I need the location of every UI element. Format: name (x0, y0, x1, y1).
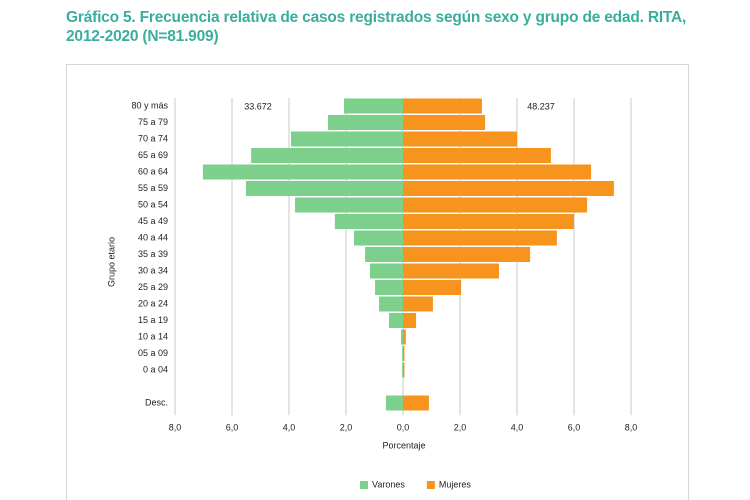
bar (403, 329, 406, 345)
bar (403, 362, 405, 378)
x-tick-label: 0,0 (397, 422, 410, 432)
bar (403, 98, 482, 114)
bar (403, 247, 531, 262)
y-tick-label: 55 a 59 (138, 183, 168, 193)
bar (402, 346, 403, 361)
bar (403, 395, 429, 411)
y-tick-label: 20 a 24 (138, 298, 168, 308)
bar (294, 197, 403, 213)
y-tick-label: 0 a 04 (143, 364, 168, 374)
annotation: 48.237 (527, 101, 555, 111)
y-tick-label: 60 a 64 (138, 166, 168, 176)
bar (245, 181, 403, 196)
bar (403, 263, 500, 279)
y-tick-label: 15 a 19 (138, 315, 168, 325)
x-tick-label: 2,0 (340, 422, 353, 432)
bar (334, 214, 403, 229)
bar (403, 346, 405, 361)
y-tick-label: 80 y más (131, 100, 168, 110)
bar (403, 313, 417, 328)
x-tick-label: 4,0 (511, 422, 524, 432)
legend-label: Mujeres (439, 479, 472, 489)
y-tick-label: 65 a 69 (138, 150, 168, 160)
x-tick-label: 4,0 (283, 422, 296, 432)
y-tick-label: 30 a 34 (138, 265, 168, 275)
bar (403, 115, 486, 130)
x-tick-label: 6,0 (568, 422, 581, 432)
bar (251, 148, 403, 163)
bar (402, 362, 403, 378)
y-tick-label: 50 a 54 (138, 199, 168, 209)
x-tick-label: 6,0 (226, 422, 239, 432)
x-tick-label: 2,0 (454, 422, 467, 432)
bar (401, 329, 403, 345)
bar (403, 280, 462, 295)
y-axis-label: Grupo etario (106, 237, 116, 287)
bar (403, 296, 433, 312)
bar (353, 230, 403, 246)
bar (403, 148, 551, 163)
y-tick-label: 25 a 29 (138, 282, 168, 292)
bar (375, 280, 403, 295)
bar (290, 131, 403, 147)
x-tick-label: 8,0 (625, 422, 638, 432)
bar (202, 164, 403, 180)
y-tick-label: 40 a 44 (138, 232, 168, 242)
legend-swatch (360, 481, 368, 489)
legend-swatch (426, 481, 435, 489)
bar (389, 313, 403, 328)
bar (403, 131, 517, 147)
bar (403, 181, 614, 196)
y-tick-label: Desc. (145, 397, 168, 407)
bar (379, 296, 403, 312)
bar (403, 230, 557, 246)
x-axis-label: Porcentaje (382, 440, 425, 450)
bar (385, 395, 403, 411)
y-tick-label: 45 a 49 (138, 216, 168, 226)
bar (369, 263, 403, 279)
y-tick-label: 35 a 39 (138, 249, 168, 259)
y-tick-label: 75 a 79 (138, 117, 168, 127)
y-tick-label: 70 a 74 (138, 133, 168, 143)
y-tick-label: 05 a 09 (138, 348, 168, 358)
y-tick-label: 10 a 14 (138, 331, 168, 341)
legend-label: Varones (372, 479, 405, 489)
x-tick-label: 8,0 (169, 422, 182, 432)
bar (403, 164, 592, 180)
bar (403, 197, 588, 213)
chart-title: Gráfico 5. Frecuencia relativa de casos … (66, 9, 687, 45)
bar (365, 247, 403, 262)
bar (344, 98, 403, 114)
annotation: 33.672 (244, 101, 272, 111)
bar (403, 214, 574, 229)
bar (328, 115, 403, 130)
